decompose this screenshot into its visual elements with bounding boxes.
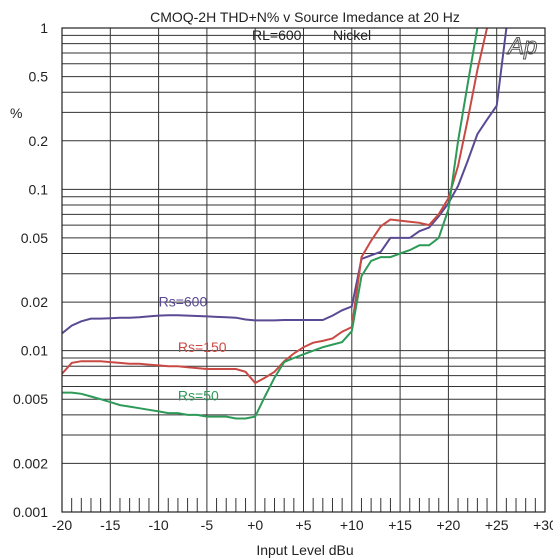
x-tick-label: +5	[296, 517, 312, 533]
series-line-rs-600	[62, 28, 508, 335]
series-lines	[62, 28, 508, 420]
x-tick-label: +20	[437, 517, 461, 533]
x-tick-labels: -20 -15 -10 -5 +0 +5 +10 +15 +20 +25 +30	[52, 517, 553, 533]
x-tick-label: -5	[201, 517, 214, 533]
x-tick-label: +15	[388, 517, 412, 533]
y-tick-label: 0.5	[29, 69, 49, 85]
chart-title: CMOQ-2H THD+N% v Source Imedance at 20 H…	[150, 9, 460, 25]
y-tick-label: 0.005	[13, 391, 48, 407]
y-tick-label: 0.1	[29, 181, 49, 197]
x-tick-label: +10	[340, 517, 364, 533]
y-tick-label: 1	[40, 20, 48, 36]
y-tick-label: 0.01	[21, 343, 48, 359]
x-tick-label: +25	[485, 517, 509, 533]
series-label: Rs=600	[159, 293, 208, 309]
x-tick-label: +0	[247, 517, 263, 533]
y-tick-label: 0.001	[13, 504, 48, 520]
series-label: Rs=150	[178, 339, 227, 355]
plot-frame	[61, 27, 546, 513]
y-tick-label: 0.05	[21, 230, 48, 246]
series-line-rs-150	[62, 28, 488, 385]
series-label: Rs=50	[178, 388, 219, 404]
x-tick-label: -10	[148, 517, 168, 533]
x-axis-label: Input Level dBu	[256, 542, 353, 558]
y-axis-label: %	[10, 105, 22, 121]
series-labels: Rs=600 Rs=150 Rs=50	[159, 293, 227, 403]
x-tick-label: -20	[52, 517, 72, 533]
y-tick-label: 0.02	[21, 294, 48, 310]
grid	[61, 27, 546, 513]
chart-subtitle-material: Nickel	[333, 27, 371, 43]
chart-subtitle-load: RL=600	[252, 27, 302, 43]
bottom-minor-ticks	[71, 498, 536, 512]
y-tick-labels: 0.001 0.002 0.005 0.01 0.02 0.05 0.1 0.2 0.5 1	[13, 20, 48, 520]
y-tick-label: 0.2	[29, 133, 49, 149]
ap-logo: Ap	[506, 33, 537, 60]
y-tick-label: 0.002	[13, 455, 48, 471]
x-tick-label: -15	[100, 517, 120, 533]
x-tick-label: +30	[533, 517, 553, 533]
series-line-rs-50	[62, 28, 479, 420]
